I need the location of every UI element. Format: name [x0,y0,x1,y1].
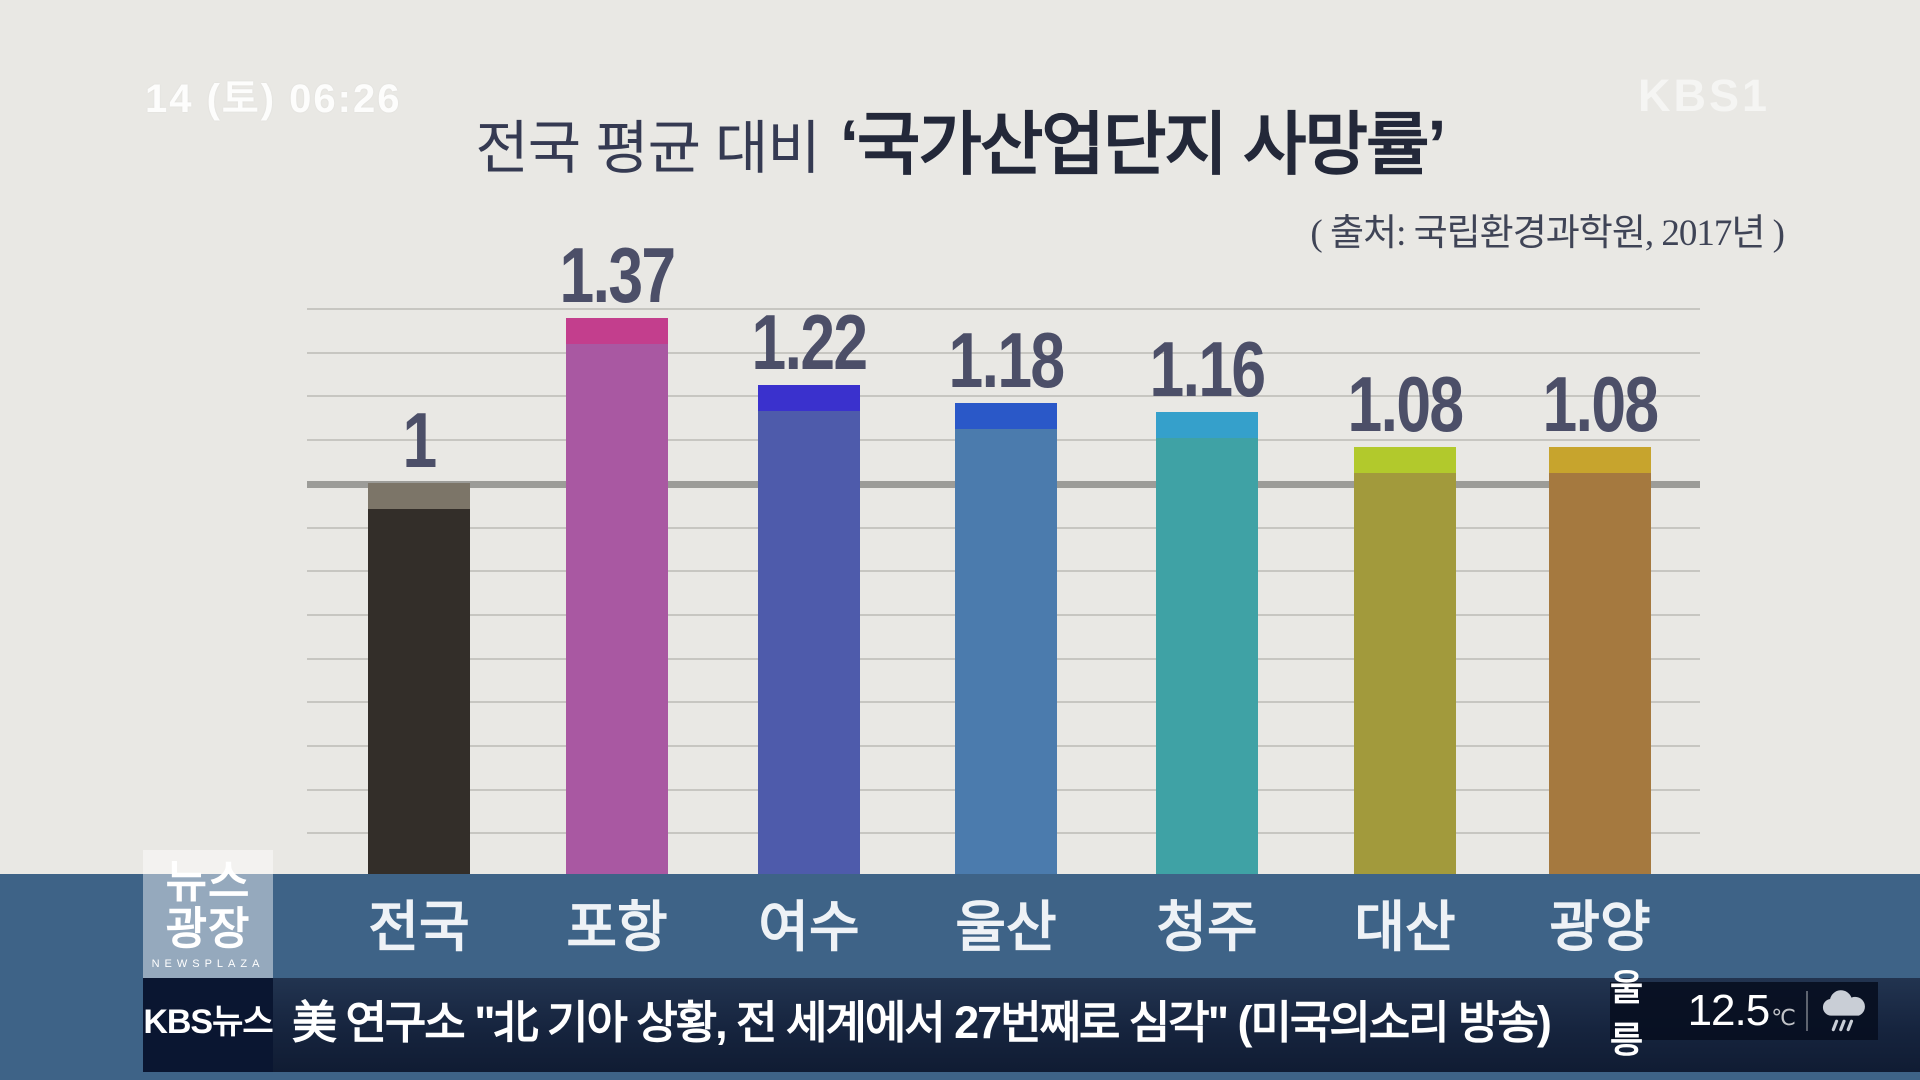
weather-divider [1805,991,1808,1031]
bar-cap [1549,447,1651,473]
program-logo-line1: 뉴스 [165,856,251,907]
bar-cap [1354,447,1456,473]
chart-title-regular: 전국 평균 대비 [475,116,820,181]
rain-cloud-icon [1822,990,1865,1032]
category-label: 광양 [1549,896,1651,958]
broadcast-timestamp: 14 (토) 06:26 [145,77,402,121]
category-label: 울산 [955,896,1057,958]
weather-unit: ℃ [1771,1005,1796,1030]
ticker-headline: 美 연구소 "北 기아 상황, 전 세계에서 27번째로 심각" (미국의소리 … [292,997,1552,1048]
chart-gridline [307,395,1700,397]
news-ticker: KBS뉴스 美 연구소 "北 기아 상황, 전 세계에서 27번째로 심각" (… [0,967,1920,1072]
category-label: 대산 [1354,896,1456,958]
category-label: 포항 [566,896,668,958]
weather-temperature: 12.5 [1687,986,1771,1035]
chart-bar [566,318,668,874]
chart-gridline [307,308,1700,310]
chart-bar [368,483,470,874]
bar-value-label: 1.18 [948,316,1065,404]
bottom-strip [0,1072,1920,1080]
category-label: 청주 [1156,896,1258,958]
bar-value-label: 1.08 [1542,360,1659,448]
bar-cap [368,483,470,509]
bar-value-label: 1.08 [1347,360,1464,448]
chart-bar [1354,447,1456,874]
chart-bar [1549,447,1651,874]
weather-location: 울릉 [1610,967,1644,1060]
ticker-source-label: KBS뉴스 [143,978,274,1072]
category-band [0,874,1920,978]
chart-source-note: ( 출처: 국립환경과학원, 2017년 ) [1310,213,1785,254]
bar-value-label: 1.22 [751,298,868,386]
bar-cap [758,385,860,411]
chart-title-emphasis: ‘국가산업단지 사망률’ [839,106,1447,183]
bar-cap [955,403,1057,429]
channel-watermark: KBS1 [1638,70,1771,121]
category-label: 전국 [368,896,470,958]
bar-value-label: 1.16 [1149,325,1266,413]
chart-title: 전국 평균 대비 ‘국가산업단지 사망률’ [0,88,1920,188]
bar-cap [1156,412,1258,438]
program-logo-subtitle: NEWSPLAZA [151,958,265,970]
chart-bar [1156,412,1258,874]
chart-gridline [307,352,1700,354]
weather-widget: 울릉 12.5 ℃ [1610,967,1878,1060]
category-label: 여수 [758,896,860,958]
ticker-left-gap [0,978,143,1072]
program-logo: 뉴스 광장 NEWSPLAZA [143,850,273,978]
bar-cap [566,318,668,344]
chart-bar [758,385,860,874]
bar-value-label: 1 [402,396,437,484]
program-logo-line2: 광장 [165,903,251,954]
bar-value-label: 1.37 [559,231,676,319]
chart-bar [955,403,1057,874]
